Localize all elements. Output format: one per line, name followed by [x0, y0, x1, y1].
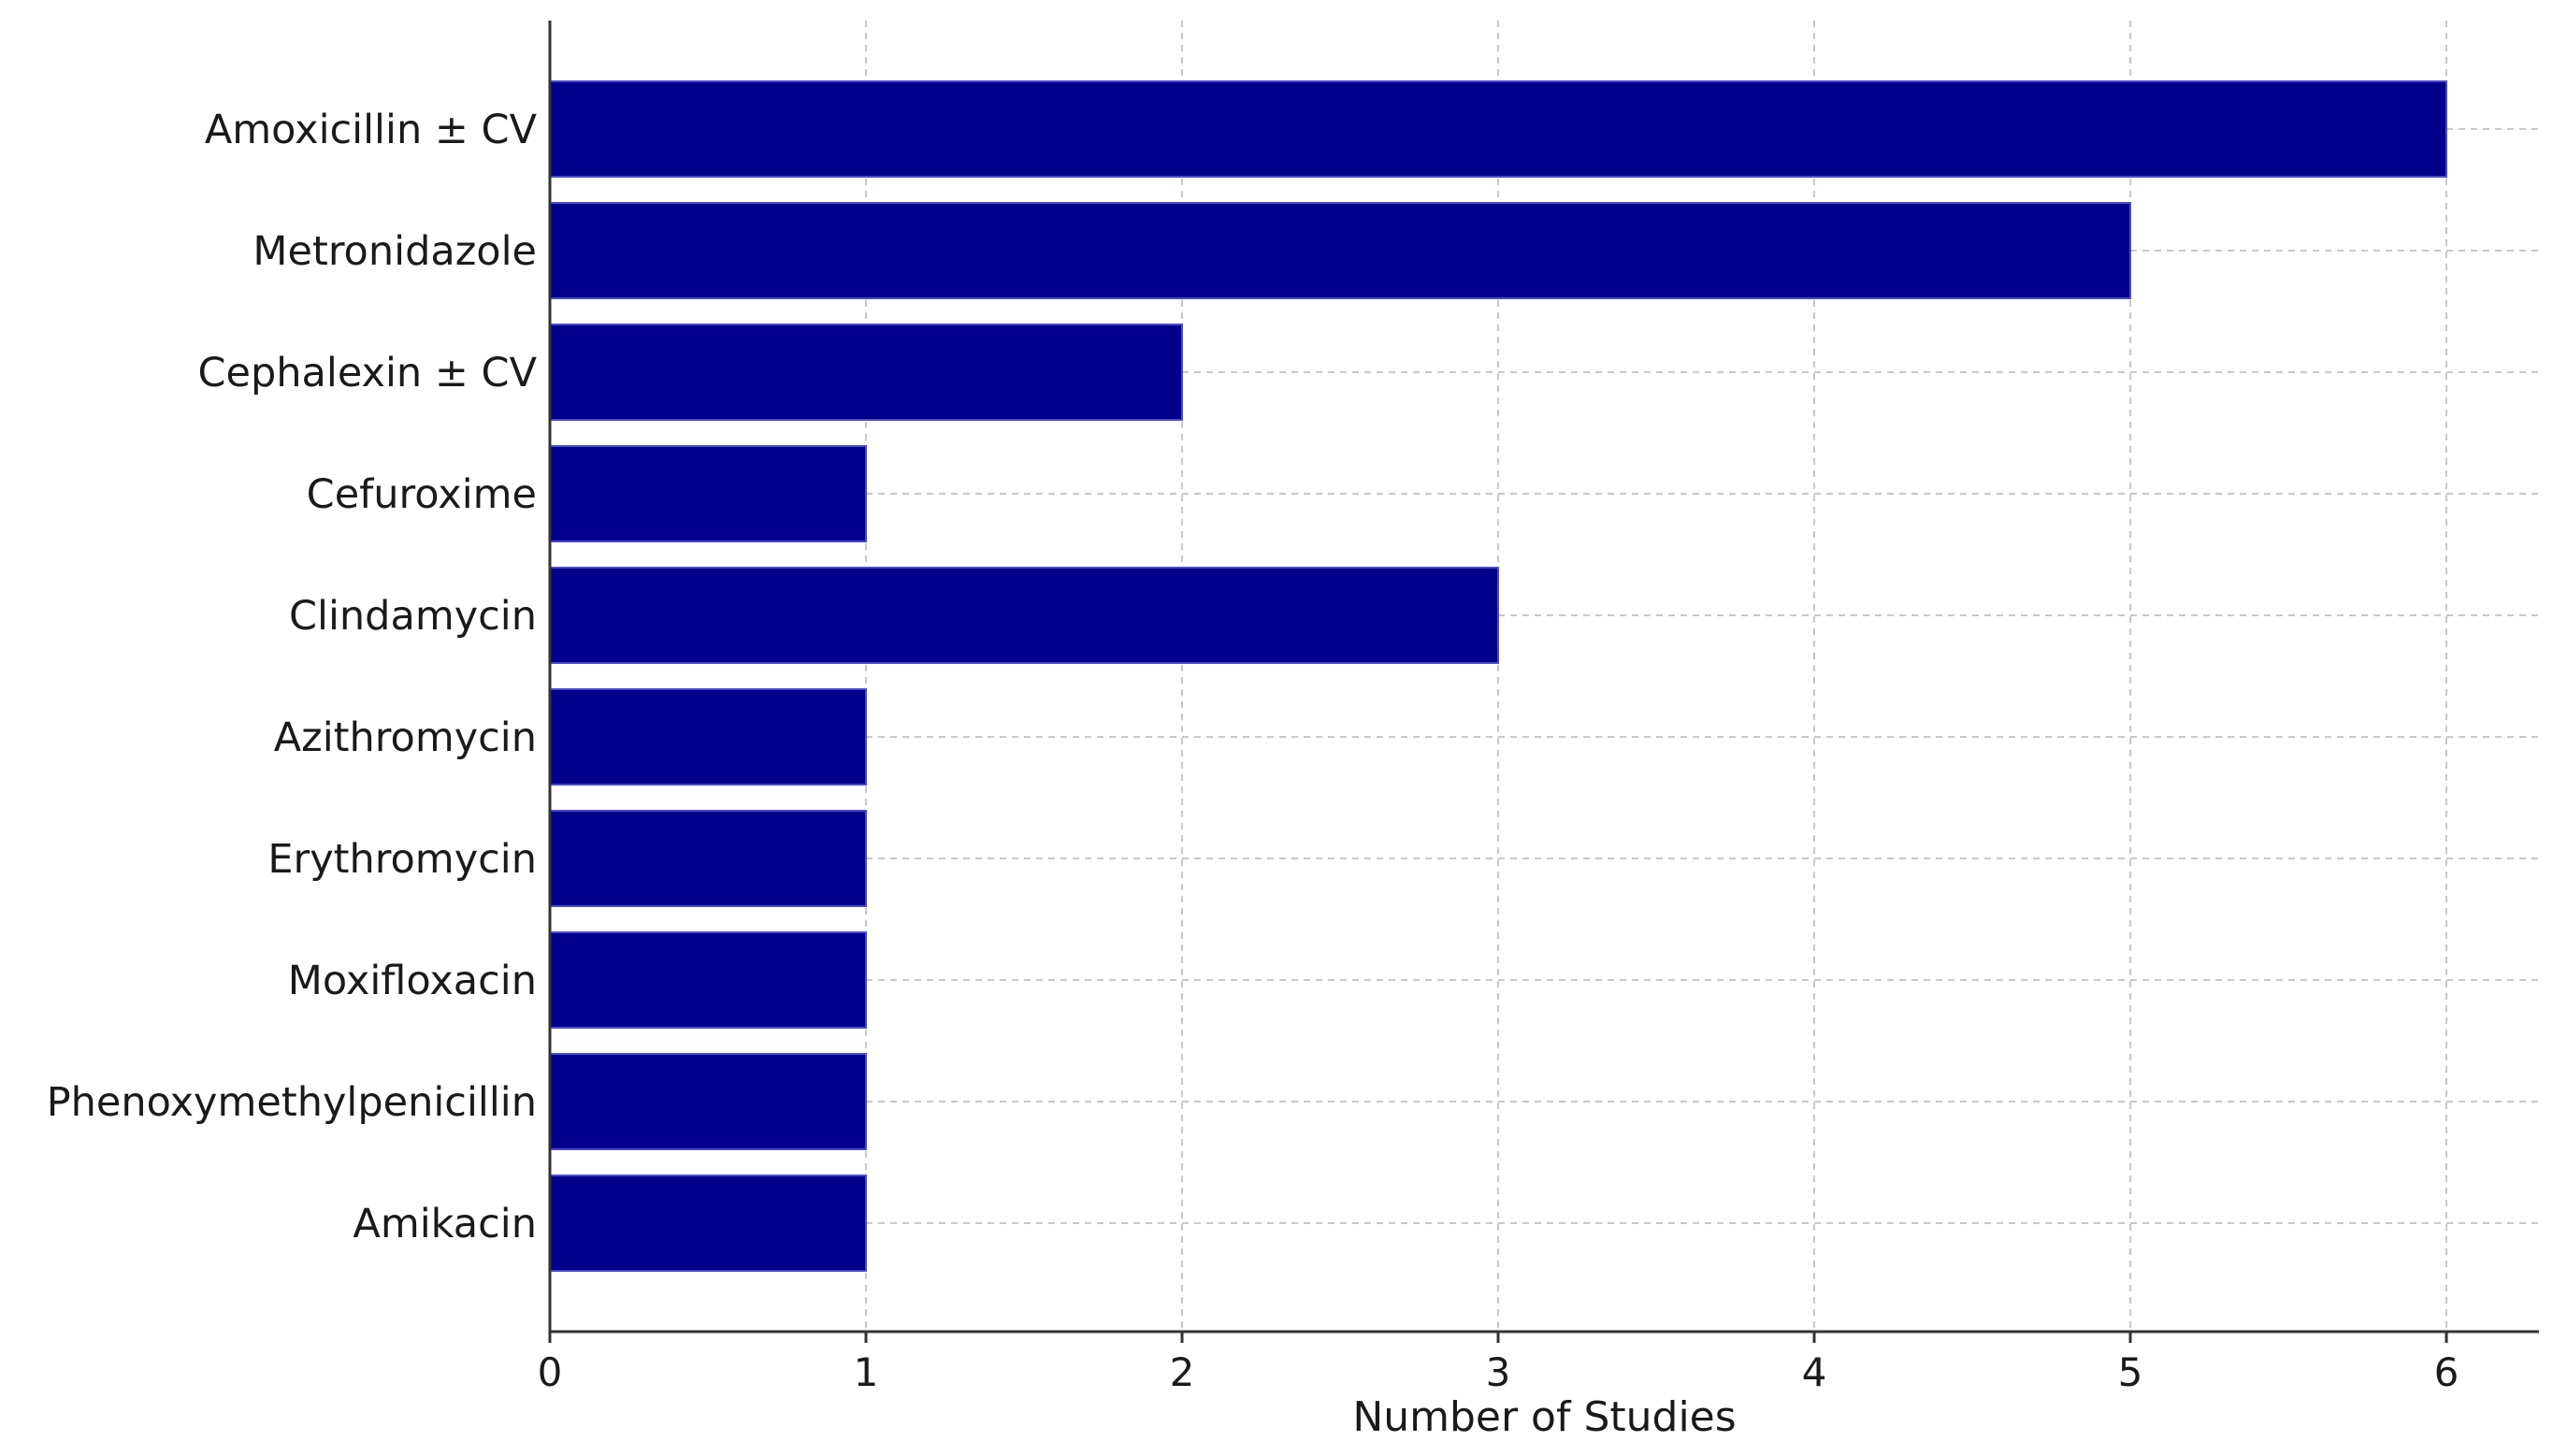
category-label-2: Cephalexin ± CV	[198, 350, 538, 396]
x-tick-label-5: 5	[2118, 1349, 2143, 1395]
category-label-6: Erythromycin	[267, 836, 537, 883]
bars	[549, 80, 2447, 1272]
x-tick-label-1: 1	[854, 1349, 879, 1395]
category-label-3: Cefuroxime	[307, 471, 537, 518]
bar-4	[549, 567, 1499, 664]
bar-1	[549, 202, 2131, 299]
category-label-8: Phenoxymethylpenicillin	[47, 1079, 537, 1126]
bar-5	[549, 688, 867, 786]
category-label-1: Metronidazole	[252, 228, 537, 275]
category-label-0: Amoxicillin ± CV	[205, 107, 538, 153]
x-tick-label-2: 2	[1170, 1349, 1195, 1395]
x-tick-label-3: 3	[1486, 1349, 1511, 1395]
x-tick-label-6: 6	[2434, 1349, 2459, 1395]
bar-0	[549, 80, 2447, 178]
x-tick-label-0: 0	[538, 1349, 563, 1395]
x-tick-label-4: 4	[1802, 1349, 1827, 1395]
bar-9	[549, 1175, 867, 1272]
x-axis-title: Number of Studies	[1352, 1393, 1736, 1441]
category-label-5: Azithromycin	[274, 714, 537, 761]
bar-2	[549, 324, 1183, 421]
bar-8	[549, 1053, 867, 1150]
horizontal-gridlines	[550, 128, 2539, 1224]
bar-7	[549, 931, 867, 1029]
category-label-7: Moxifloxacin	[288, 958, 537, 1004]
bar-6	[549, 810, 867, 907]
axes-frame	[548, 21, 2539, 1333]
category-label-9: Amikacin	[353, 1201, 537, 1247]
bar-3	[549, 445, 867, 542]
x-axis-ticks: 0 1 2 3 4 5 6	[538, 1332, 2459, 1395]
category-label-4: Clindamycin	[289, 593, 537, 640]
category-labels: Amoxicillin ± CV Metronidazole Cephalexin …	[47, 107, 538, 1247]
